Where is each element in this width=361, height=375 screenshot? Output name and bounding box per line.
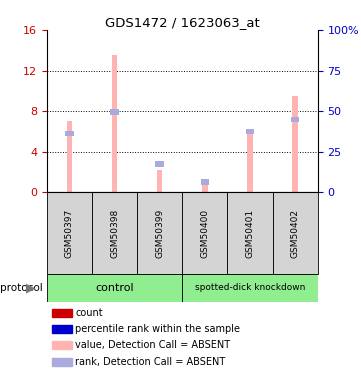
Text: value, Detection Call = ABSENT: value, Detection Call = ABSENT <box>75 340 230 350</box>
Bar <box>273 192 318 274</box>
Bar <box>227 192 273 274</box>
Bar <box>47 192 92 274</box>
Bar <box>157 170 162 192</box>
Bar <box>92 192 137 274</box>
Bar <box>182 274 318 302</box>
Bar <box>245 129 255 134</box>
Bar <box>112 56 117 192</box>
Bar <box>291 117 300 122</box>
Bar <box>67 122 72 192</box>
Text: percentile rank within the sample: percentile rank within the sample <box>75 324 240 334</box>
Bar <box>156 161 164 167</box>
Text: GSM50397: GSM50397 <box>65 209 74 258</box>
Text: GSM50398: GSM50398 <box>110 209 119 258</box>
Bar <box>247 129 253 192</box>
Text: spotted-dick knockdown: spotted-dick knockdown <box>195 283 305 292</box>
Title: GDS1472 / 1623063_at: GDS1472 / 1623063_at <box>105 16 260 29</box>
Text: rank, Detection Call = ABSENT: rank, Detection Call = ABSENT <box>75 357 225 367</box>
Text: GSM50399: GSM50399 <box>155 209 164 258</box>
Text: GSM50400: GSM50400 <box>200 209 209 258</box>
Text: ▶: ▶ <box>26 281 36 294</box>
Bar <box>201 180 209 185</box>
Bar <box>52 358 72 366</box>
Bar <box>110 110 119 115</box>
Bar <box>52 309 72 317</box>
Text: control: control <box>95 283 134 292</box>
Text: GSM50401: GSM50401 <box>245 209 255 258</box>
Bar <box>202 180 208 192</box>
Bar <box>52 341 72 349</box>
Bar <box>292 96 298 192</box>
Text: count: count <box>75 308 103 318</box>
Text: GSM50402: GSM50402 <box>291 209 300 258</box>
Text: protocol: protocol <box>0 283 43 292</box>
Bar <box>52 325 72 333</box>
Bar <box>137 192 182 274</box>
Bar <box>47 274 182 302</box>
Bar <box>65 131 74 136</box>
Bar <box>182 192 227 274</box>
